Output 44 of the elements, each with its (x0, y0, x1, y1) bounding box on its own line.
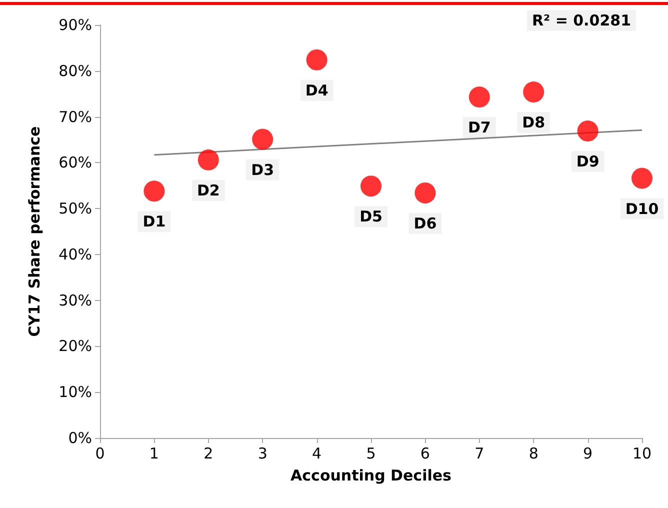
point (414, 182, 436, 204)
x-tick-label: 5 (366, 444, 376, 462)
x-tick-label: 1 (149, 444, 159, 462)
point (360, 176, 382, 197)
y-axis-title: CY17 Share performance (26, 126, 44, 337)
y-tick-label: 0% (68, 429, 92, 447)
x-tick-label: 2 (204, 444, 214, 462)
annotation: D10 (625, 200, 659, 218)
x-tick-label: 9 (583, 444, 593, 462)
x-axis-title: Accounting Deciles (290, 466, 452, 484)
x-tick-label: 6 (420, 444, 430, 462)
annotation: R² = 0.0281 (532, 12, 632, 30)
point (523, 82, 544, 102)
annotation: D5 (360, 208, 382, 226)
y-tick-label: 20% (58, 337, 92, 356)
x-tick-label: 3 (258, 444, 268, 462)
x-tick-label: 8 (528, 444, 538, 462)
y-tick-label: 60% (58, 154, 92, 172)
x-tick-label: 0 (95, 444, 105, 462)
x-tick-label: 4 (312, 444, 322, 462)
point (198, 149, 219, 170)
annotation: D8 (522, 114, 546, 132)
y-tick-label: 80% (58, 62, 92, 80)
y-tick-label: 10% (58, 383, 92, 402)
point (252, 128, 274, 150)
annotation: D7 (468, 118, 491, 137)
x-tick-label: 10 (632, 444, 652, 462)
y-tick-label: 40% (58, 245, 92, 264)
x-tick-label: 7 (474, 444, 484, 462)
annotation: D2 (196, 181, 220, 200)
point (468, 86, 490, 108)
annotation: D9 (576, 152, 600, 171)
y-tick-label: 90% (58, 16, 92, 34)
y-tick-label: 30% (58, 291, 92, 310)
annotation: D3 (251, 160, 274, 179)
point (577, 120, 598, 142)
annotation: D4 (305, 81, 328, 100)
point (306, 49, 328, 70)
annotation: D6 (414, 214, 437, 232)
y-tick-label: 50% (58, 200, 92, 218)
y-tick-label: 70% (58, 108, 92, 126)
point (632, 168, 652, 189)
annotation: D1 (142, 212, 166, 231)
point (144, 180, 165, 202)
